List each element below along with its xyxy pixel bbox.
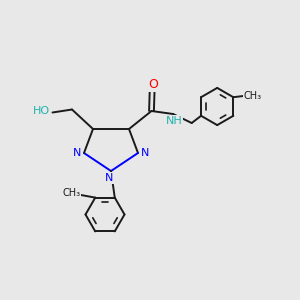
Text: N: N	[73, 148, 82, 158]
Text: CH₃: CH₃	[62, 188, 80, 198]
Text: CH₃: CH₃	[243, 91, 262, 101]
Text: O: O	[148, 78, 158, 92]
Text: NH: NH	[166, 116, 182, 126]
Text: HO: HO	[32, 106, 50, 116]
Text: N: N	[105, 173, 114, 183]
Text: N: N	[140, 148, 149, 158]
